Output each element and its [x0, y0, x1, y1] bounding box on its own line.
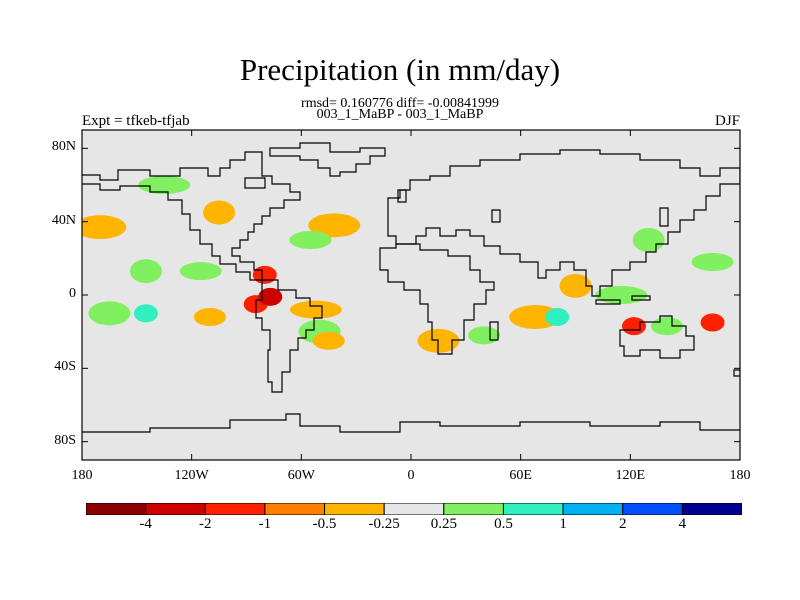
coastline-eurasia: [387, 149, 740, 297]
lon-tick-label: 0: [407, 468, 415, 483]
lat-tick-label: 0: [69, 286, 76, 301]
precip-anomaly-24: [700, 313, 725, 332]
colorbar-label: -1: [258, 516, 272, 532]
coastline-greenland: [269, 142, 386, 177]
coastline-indonesia: [595, 295, 651, 305]
colorbar-swatch: [502, 503, 564, 515]
colorbar-swatch: [443, 503, 504, 515]
precip-anomaly-1: [179, 262, 222, 281]
precip-anomaly-11: [312, 331, 345, 350]
precip-anomaly-8: [252, 265, 277, 284]
coastline-africa: [379, 243, 495, 355]
stats-text: rmsd= 0.160776 diff= -0.00841999: [301, 96, 499, 111]
colorbar: [86, 503, 742, 515]
colorbar-swatch: [383, 503, 445, 515]
precip-anomaly-14: [203, 200, 236, 225]
precip-anomaly-13: [289, 231, 332, 249]
colorbar-swatch: [324, 503, 385, 515]
lon-tick-label: 60W: [287, 468, 315, 483]
precip-anomaly-5: [193, 308, 226, 326]
expt-label: Expt = tfkeb-tfjab: [82, 113, 190, 129]
coastline-uk: [397, 189, 407, 203]
lat-tick-label: 80S: [54, 432, 76, 448]
precip-anomaly-2: [129, 259, 162, 284]
axis-ticks: [81, 130, 741, 460]
colorbar-label: 0.25: [430, 516, 457, 532]
coastline-south-america: [255, 279, 323, 393]
precip-anomaly-12: [308, 213, 361, 238]
colorbar-swatch: [145, 503, 206, 515]
coastline-caspian: [491, 209, 501, 223]
colorbar-swatch: [204, 503, 266, 515]
precip-anomaly-4: [88, 301, 131, 326]
precip-anomaly-19: [545, 308, 570, 326]
colorbar-label: 4: [678, 516, 687, 532]
lon-tick-label: 180: [729, 468, 751, 483]
coastline-australia: [619, 315, 695, 359]
colorbar-swatch: [562, 503, 624, 515]
lon-tick-label: 120W: [174, 468, 209, 483]
colorbar-label: -0.5: [312, 516, 337, 532]
precip-anomaly-9: [289, 300, 342, 319]
experiments-text: 003_1_MaBP - 003_1_MaBP: [316, 107, 484, 122]
colorbar-swatch: [264, 503, 326, 515]
coastline-layer: [82, 142, 740, 433]
precip-anomaly-20: [559, 273, 592, 298]
lat-tick-label: 40S: [54, 359, 76, 375]
precip-anomaly-26: [632, 228, 665, 252]
precip-anomaly-15: [138, 176, 191, 194]
precip-anomaly-7: [258, 287, 283, 306]
precip-anomaly-0: [82, 215, 127, 240]
colorbar-swatch: [681, 503, 742, 515]
colorbar-label: -2: [199, 516, 212, 532]
coastline-hudson-bay: [244, 177, 266, 189]
lat-tick-label: 40N: [51, 212, 76, 228]
lon-tick-label: 120E: [615, 468, 646, 483]
season-label: DJF: [714, 113, 740, 129]
precip-anomaly-3: [133, 304, 158, 323]
lon-tick-label: 60E: [509, 468, 532, 483]
colorbar-label: -4: [139, 516, 152, 532]
colorbar-label: 1: [559, 516, 567, 532]
precip-anomaly-17: [468, 326, 501, 345]
colorbar-swatch: [86, 503, 147, 515]
colorbar-label: -0.25: [368, 516, 400, 532]
precip-anomaly-21: [595, 286, 648, 304]
coastline-madagascar: [489, 321, 499, 341]
lat-tick-label: 80N: [51, 139, 76, 155]
page-title: Precipitation (in mm/day): [239, 52, 561, 87]
coastline-north-america: [82, 151, 301, 281]
coastline-new-zealand: [733, 369, 740, 377]
colorbar-swatch: [622, 503, 683, 515]
precip-anomaly-25: [691, 253, 734, 271]
coastline-antarctica: [82, 413, 740, 433]
colorbar-label: 0.5: [494, 516, 513, 532]
precip-anomaly-22: [621, 317, 646, 336]
coastline-japan: [659, 207, 669, 227]
lon-tick-label: 180: [71, 468, 93, 483]
colorbar-label: 2: [618, 516, 627, 532]
